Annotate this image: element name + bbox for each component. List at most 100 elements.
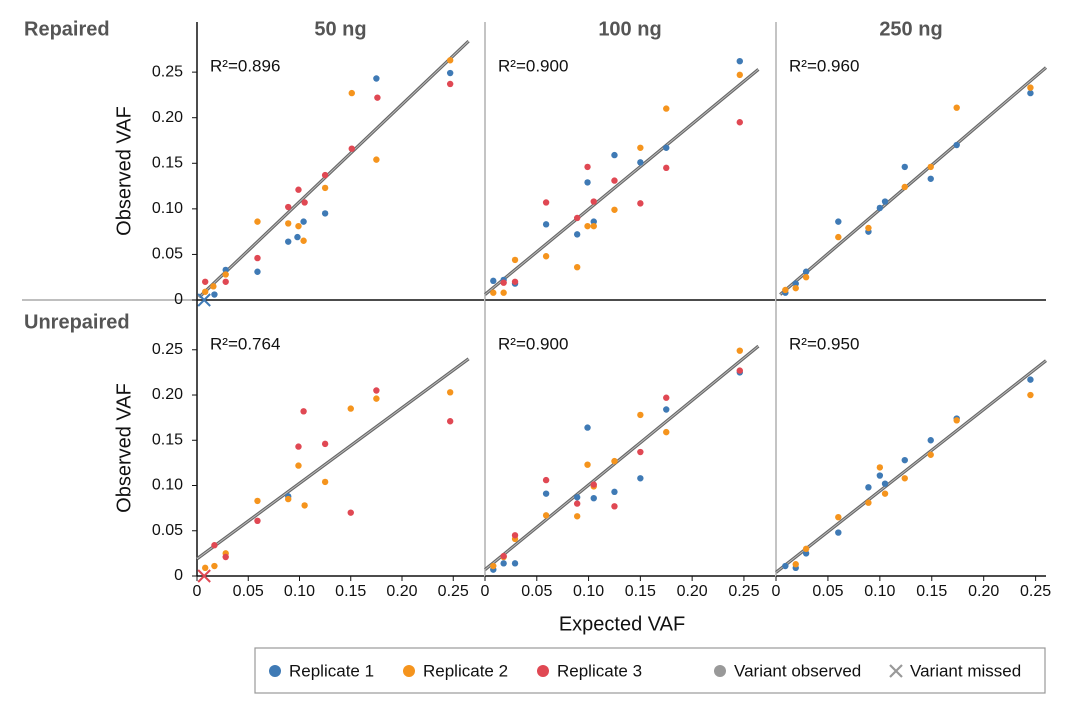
data-point bbox=[584, 163, 591, 171]
missed-point bbox=[197, 569, 211, 583]
legend-label: Replicate 1 bbox=[289, 661, 374, 680]
data-point bbox=[584, 222, 591, 230]
data-point bbox=[611, 488, 618, 496]
data-point bbox=[446, 80, 454, 88]
data-point bbox=[573, 214, 581, 222]
r2-annotation: R²=0.900 bbox=[498, 56, 568, 75]
data-point bbox=[542, 512, 550, 519]
data-point bbox=[953, 104, 960, 111]
data-point bbox=[254, 517, 261, 524]
data-point bbox=[285, 238, 292, 245]
data-point bbox=[901, 163, 908, 171]
data-point bbox=[637, 475, 644, 482]
data-point bbox=[802, 550, 810, 557]
y-tick-label: 0 bbox=[174, 567, 183, 584]
data-point bbox=[637, 200, 644, 207]
y-axis-label: Observed VAF bbox=[113, 383, 135, 513]
data-point bbox=[736, 367, 743, 374]
legend-marker bbox=[889, 664, 903, 678]
data-point bbox=[222, 271, 229, 278]
x-tick-label: 0.10 bbox=[864, 583, 895, 600]
data-point bbox=[573, 263, 581, 271]
x-axis-label: Expected VAF bbox=[559, 613, 685, 635]
y-tick-label: 0.20 bbox=[152, 109, 183, 126]
data-point bbox=[222, 553, 229, 561]
data-point bbox=[835, 513, 842, 521]
data-point bbox=[1027, 84, 1034, 91]
data-point bbox=[321, 210, 329, 217]
y-tick-label: 0.05 bbox=[152, 522, 183, 539]
data-point bbox=[611, 503, 618, 510]
data-point bbox=[835, 529, 842, 536]
data-point bbox=[663, 428, 670, 436]
data-point bbox=[881, 490, 889, 497]
row-label: Repaired bbox=[24, 18, 110, 40]
y-tick-label: 0.05 bbox=[152, 246, 183, 263]
y-tick-label: 0.25 bbox=[152, 341, 183, 358]
data-point bbox=[254, 254, 261, 262]
data-point bbox=[573, 513, 581, 520]
y-tick-label: 0.10 bbox=[152, 200, 183, 217]
data-point bbox=[865, 499, 872, 506]
data-point bbox=[321, 171, 329, 179]
data-point bbox=[373, 75, 380, 82]
x-tick-label: 0.20 bbox=[677, 583, 708, 600]
data-point bbox=[611, 177, 618, 184]
panel-title: 250 ng bbox=[879, 18, 942, 40]
data-point bbox=[202, 564, 209, 572]
data-point bbox=[792, 561, 799, 568]
x-tick-label: 0.15 bbox=[625, 583, 656, 600]
data-point bbox=[446, 57, 454, 64]
legend-marker bbox=[269, 665, 281, 677]
data-point bbox=[446, 389, 454, 396]
data-point bbox=[573, 500, 581, 507]
data-point bbox=[901, 475, 908, 482]
legend-marker bbox=[537, 665, 549, 677]
data-point bbox=[490, 289, 497, 296]
data-point bbox=[663, 406, 670, 413]
data-point bbox=[511, 560, 519, 567]
data-point bbox=[736, 57, 743, 65]
x-tick-label: 0.25 bbox=[1020, 583, 1051, 600]
missed-point bbox=[197, 293, 211, 307]
data-point bbox=[736, 119, 743, 126]
data-point bbox=[254, 497, 261, 505]
data-point bbox=[927, 451, 934, 458]
data-point bbox=[590, 218, 597, 225]
data-point bbox=[374, 94, 381, 101]
x-tick-label: 0.05 bbox=[812, 583, 843, 600]
data-point bbox=[663, 394, 670, 401]
x-tick-label: 0.25 bbox=[728, 583, 759, 600]
data-point bbox=[321, 184, 329, 192]
data-point bbox=[511, 278, 519, 285]
data-point bbox=[1027, 391, 1034, 399]
data-point bbox=[500, 279, 507, 286]
data-point bbox=[295, 462, 302, 469]
data-point bbox=[637, 159, 644, 166]
x-tick-label: 0 bbox=[481, 583, 490, 600]
data-point bbox=[1027, 89, 1034, 97]
y-axis-label: Observed VAF bbox=[113, 106, 135, 236]
data-point bbox=[953, 141, 960, 149]
data-point bbox=[792, 284, 799, 292]
data-point bbox=[637, 411, 644, 419]
data-point bbox=[254, 218, 261, 225]
data-point bbox=[500, 289, 507, 296]
row-label: Unrepaired bbox=[24, 311, 130, 333]
data-point bbox=[285, 203, 292, 211]
y-tick-label: 0.15 bbox=[152, 431, 183, 448]
data-point bbox=[222, 278, 229, 285]
y-tick-label: 0.20 bbox=[152, 386, 183, 403]
data-point bbox=[611, 206, 618, 213]
data-point bbox=[1027, 376, 1034, 383]
x-tick-label: 0.10 bbox=[284, 583, 315, 600]
data-point bbox=[373, 387, 380, 394]
data-point bbox=[373, 395, 380, 402]
fit-line-core bbox=[484, 69, 759, 295]
data-point bbox=[211, 542, 218, 549]
data-point bbox=[881, 480, 889, 487]
data-point bbox=[301, 199, 308, 206]
legend-label: Replicate 3 bbox=[557, 661, 642, 680]
data-point bbox=[542, 490, 550, 497]
data-point bbox=[321, 440, 329, 448]
